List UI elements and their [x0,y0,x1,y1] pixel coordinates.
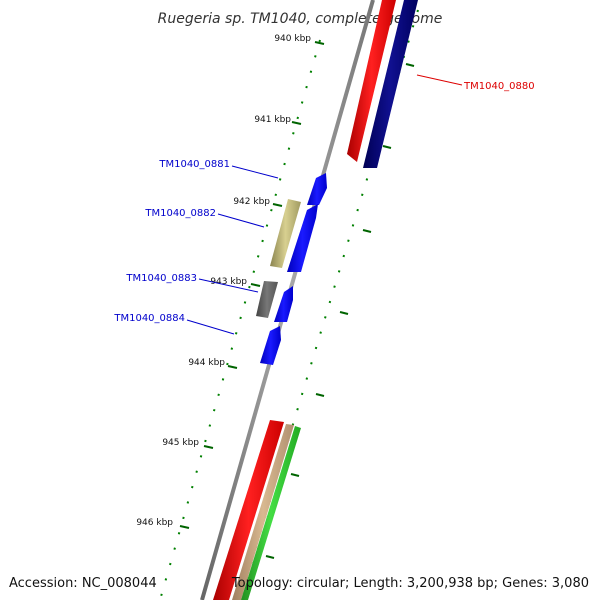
gene-label-tm1040-0883[interactable]: TM1040_0883 [125,273,197,284]
tick-941 [291,121,302,125]
outer-tick-1 [405,63,415,67]
tick-marks-outer [265,63,415,559]
gene-label-tm1040-0881[interactable]: TM1040_0881 [158,159,230,170]
gene-green-bottom[interactable] [241,426,301,600]
gene-label-tm1040-0884[interactable]: TM1040_0884 [113,313,185,324]
tick-label-942: 942 kbp [233,197,270,207]
gene-red-bottom[interactable] [213,420,284,600]
tick-946 [179,525,190,529]
tick-marks-inner [179,41,325,529]
tick-943 [250,283,261,287]
tick-945 [203,445,214,449]
gene-red-top[interactable] [347,0,396,162]
inner-tick-track [159,39,321,600]
outer-tick-2 [382,145,392,149]
gene-tm1040-0882[interactable] [287,204,318,272]
callout-line-0880 [416,74,463,86]
gene-tm1040-0882-khaki[interactable] [270,199,301,268]
tick-940 [314,41,325,45]
gene-tm1040-0880[interactable] [363,0,418,168]
outer-tick-5 [315,393,325,397]
tick-942 [272,203,283,207]
gene-label-tm1040-0880[interactable]: TM1040_0880 [463,81,535,92]
tick-label-946: 946 kbp [136,518,173,528]
topology-text: Topology: circular; Length: 3,200,938 bp… [231,576,589,591]
outer-tick-4 [339,311,349,315]
gene-tm1040-0883[interactable] [274,286,293,322]
gene-label-tm1040-0882[interactable]: TM1040_0882 [144,208,216,219]
gene-tm1040-0884[interactable] [260,326,281,365]
gene-tan-bottom[interactable] [232,424,294,600]
callout-line-0883 [198,278,259,293]
callout-line-0881 [231,165,279,179]
callout-line-0884 [186,319,235,335]
tick-label-940: 940 kbp [274,34,311,44]
tick-label-944: 944 kbp [188,358,225,368]
tick-label-945: 945 kbp [162,438,199,448]
gene-tm1040-0883-gray[interactable] [256,281,278,318]
outer-tick-6 [290,473,300,477]
map-title: Ruegeria sp. TM1040, complete genome [158,11,443,27]
outer-tick-3 [362,229,372,233]
tick-label-943: 943 kbp [210,277,247,287]
gene-tm1040-0881[interactable] [307,173,327,205]
tick-944 [227,365,238,369]
accession-text: Accession: NC_008044 [9,576,157,591]
tick-label-941: 941 kbp [254,115,291,125]
outer-tick-7 [265,555,275,559]
callout-line-0882 [217,213,265,228]
